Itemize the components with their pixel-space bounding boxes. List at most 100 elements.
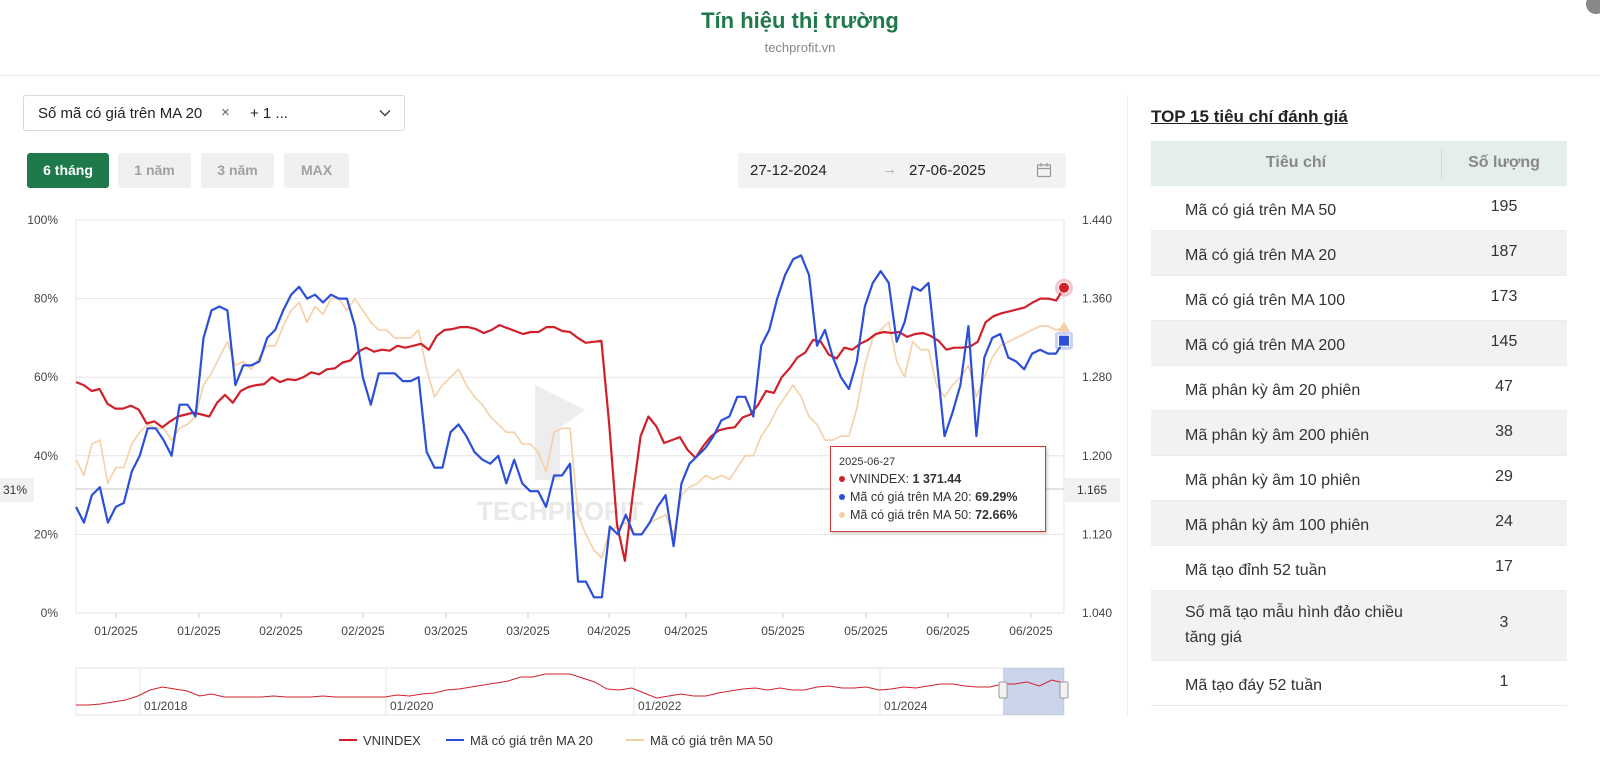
criteria-label: Mã phân kỳ âm 100 phiên: [1185, 517, 1370, 534]
legend-item-ma50[interactable]: Mã có giá trên MA 50: [626, 733, 773, 751]
table-row: Mã phân kỳ âm 100 phiên 24: [1151, 501, 1567, 546]
calendar-icon[interactable]: [1036, 162, 1052, 178]
table-row: Mã có giá trên MA 50 195: [1151, 186, 1567, 231]
range-max-button[interactable]: MAX: [284, 153, 349, 188]
criteria-count: 17: [1495, 558, 1513, 575]
left-tick-label: 20%: [34, 527, 58, 541]
criteria-label: Mã phân kỳ âm 200 phiên: [1185, 427, 1370, 444]
end-date-input[interactable]: 27-06-2025: [909, 162, 986, 179]
range-3-years-button[interactable]: 3 năm: [201, 153, 274, 188]
x-tick-label: 03/2025: [506, 624, 550, 638]
criteria-count: 173: [1490, 288, 1518, 305]
criteria-count: 187: [1490, 243, 1518, 260]
navigator-handle: [998, 681, 1008, 699]
criteria-count: 1: [1499, 673, 1509, 690]
arrow-right-icon: →: [882, 161, 897, 178]
left-tick-label: 100%: [27, 213, 58, 227]
criteria-label: Mã tạo đỉnh 52 tuần: [1185, 562, 1327, 579]
table-row: Mã phân kỳ âm 20 phiên 47: [1151, 366, 1567, 411]
x-tick-label: 05/2025: [761, 624, 805, 638]
dot-icon: [839, 476, 845, 482]
navigator-handle: [1059, 681, 1069, 699]
date-range-picker[interactable]: 27-12-2024 → 27-06-2025: [738, 153, 1066, 188]
criteria-label: Mã có giá trên MA 200: [1185, 337, 1346, 354]
legend-item-vnindex[interactable]: VNINDEX: [339, 733, 421, 751]
criteria-label: Mã có giá trên MA 100: [1185, 292, 1346, 309]
criteria-label: Mã có giá trên MA 50: [1185, 202, 1337, 219]
series-select[interactable]: Số mã có giá trên MA 20 × + 1 ...: [23, 95, 405, 131]
right-tick-label: 1.120: [1082, 527, 1112, 541]
start-date-input[interactable]: 27-12-2024: [750, 162, 827, 179]
range-1-year-button[interactable]: 1 năm: [118, 153, 191, 188]
right-tick-label: 1.360: [1082, 292, 1112, 306]
dot-icon: [839, 512, 845, 518]
criteria-count: 3: [1499, 614, 1509, 631]
navigator-label: 01/2022: [638, 699, 682, 713]
column-header-criteria: Tiêu chí: [1265, 154, 1327, 171]
criteria-table: Tiêu chí Số lượng Mã có giá trên MA 50 19…: [1151, 141, 1567, 706]
series-line-ma20: [75, 254, 1065, 599]
table-header: Tiêu chí Số lượng: [1151, 141, 1567, 186]
navigator-label: 01/2020: [390, 699, 434, 713]
table-row: Mã phân kỳ âm 10 phiên 29: [1151, 456, 1567, 501]
range-navigator[interactable]: 01/2018 01/2020 01/2022 01/2024: [0, 660, 1120, 720]
x-tick-label: 06/2025: [926, 624, 970, 638]
right-tick-label: 1.040: [1082, 606, 1112, 620]
chart-tooltip: 2025-06-27 VNINDEX: 1 371.44 Mã có giá t…: [830, 446, 1046, 532]
series-line-vnindex: [75, 287, 1065, 562]
line-chart[interactable]: 0% 1.040 20% 1.120 40% 1.200 60% 1.280 80% 1.360 1…: [0, 200, 1120, 650]
criteria-label: Mã có giá trên MA 20: [1185, 247, 1337, 264]
navigator-line: [76, 673, 1065, 706]
table-row: Mã có giá trên MA 20 187: [1151, 231, 1567, 276]
criteria-count: 38: [1495, 423, 1513, 440]
right-tick-label: 1.280: [1082, 370, 1112, 384]
tooltip-date: 2025-06-27: [839, 456, 896, 468]
left-tick-label: 60%: [34, 370, 58, 384]
criteria-label: Số mã tạo mẫu hình đảo chiều tăng giá: [1185, 604, 1403, 646]
x-tick-label: 05/2025: [844, 624, 888, 638]
legend-item-ma20[interactable]: Mã có giá trên MA 20: [446, 733, 593, 751]
x-tick-label: 06/2025: [1009, 624, 1053, 638]
left-tick-label: 40%: [34, 449, 58, 463]
criteria-count: 145: [1490, 333, 1518, 350]
page-subtitle: techprofit.vn: [764, 40, 836, 55]
marker-ma50: [1058, 321, 1070, 332]
crosshair-right-label: 1.165: [1064, 478, 1120, 502]
chevron-down-icon[interactable]: [378, 106, 392, 120]
close-icon[interactable]: [1586, 0, 1600, 14]
dot-icon: [839, 494, 845, 500]
more-selected-count: + 1 ...: [250, 105, 288, 122]
tooltip-row-ma20: Mã có giá trên MA 20: 69.29%: [839, 490, 1017, 504]
x-tick-label: 03/2025: [424, 624, 468, 638]
remove-tag-icon[interactable]: ×: [221, 104, 230, 121]
top-criteria-title: TOP 15 tiêu chí đánh giá: [1151, 107, 1348, 126]
x-tick-label: 04/2025: [587, 624, 631, 638]
left-tick-label: 80%: [34, 292, 58, 306]
crosshair-left-label: 31%: [0, 478, 34, 502]
criteria-count: 29: [1495, 468, 1513, 485]
page-header: Tín hiệu thị trường techprofit.vn: [0, 0, 1600, 76]
x-tick-label: 01/2025: [177, 624, 221, 638]
tooltip-row-ma50: Mã có giá trên MA 50: 72.66%: [839, 508, 1017, 522]
table-row: Mã tạo đáy 52 tuần 1: [1151, 661, 1567, 706]
panel-divider: [1127, 95, 1128, 717]
criteria-label: Mã phân kỳ âm 20 phiên: [1185, 382, 1361, 399]
navigator-frame: [75, 667, 1065, 716]
watermark-text: TECHPROFIT: [477, 496, 643, 526]
navigator-window: [1003, 668, 1064, 715]
criteria-label: Mã phân kỳ âm 10 phiên: [1185, 472, 1361, 489]
series-line-ma50: [75, 297, 1065, 559]
table-row: Số mã tạo mẫu hình đảo chiều tăng giá 3: [1151, 591, 1567, 661]
criteria-label: Mã tạo đáy 52 tuần: [1185, 677, 1322, 694]
table-row: Mã phân kỳ âm 200 phiên 38: [1151, 411, 1567, 456]
x-tick-label: 04/2025: [664, 624, 708, 638]
x-tick-label: 01/2025: [94, 624, 138, 638]
table-row: Mã tạo đỉnh 52 tuần 17: [1151, 546, 1567, 591]
column-header-count: Số lượng: [1468, 154, 1540, 171]
criteria-count: 195: [1490, 198, 1518, 215]
criteria-count: 47: [1495, 378, 1513, 395]
range-6-months-button[interactable]: 6 tháng: [27, 153, 109, 188]
x-tick-label: 02/2025: [259, 624, 303, 638]
selected-series-tag: Số mã có giá trên MA 20: [38, 105, 203, 122]
criteria-count: 24: [1495, 513, 1513, 530]
